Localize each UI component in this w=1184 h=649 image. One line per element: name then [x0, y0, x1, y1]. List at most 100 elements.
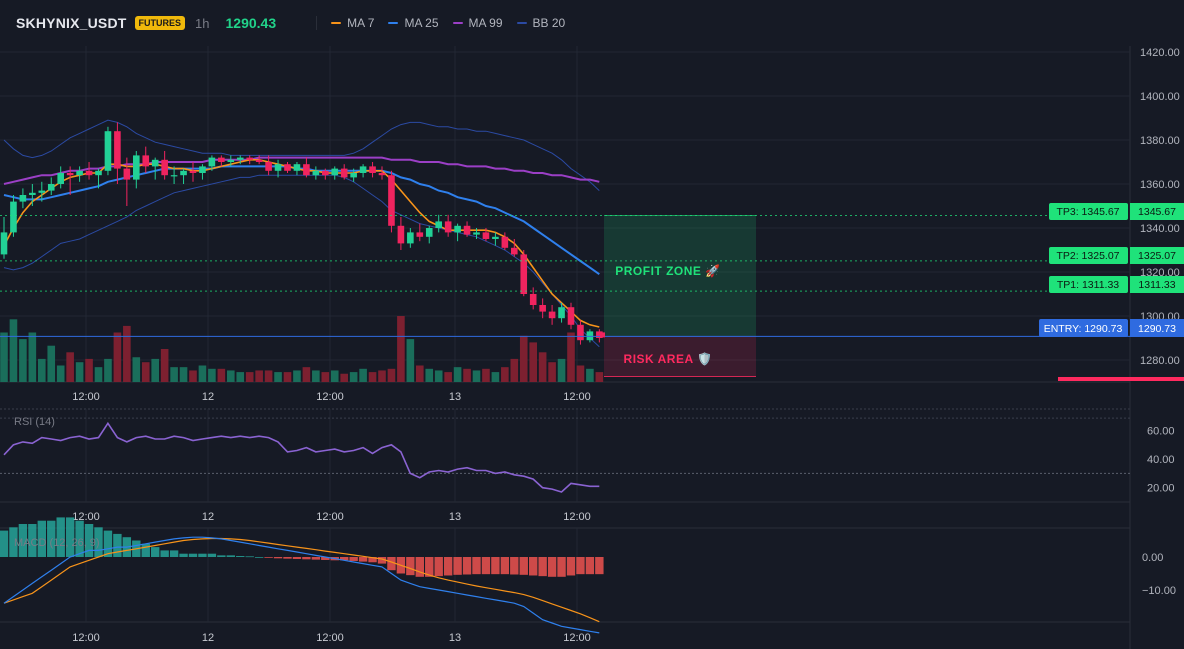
macd-histogram-bar: [595, 557, 604, 575]
macd-histogram-bar: [94, 527, 103, 557]
volume-bar: [595, 372, 604, 382]
tp2-tag[interactable]: TP2: 1325.07: [1049, 247, 1128, 264]
macd-title[interactable]: MACD (12, 26, 9): [14, 537, 100, 549]
time-tick-label: 13: [449, 632, 461, 644]
candle-body: [227, 159, 235, 162]
candle-body: [180, 170, 187, 176]
volume-bar: [444, 372, 452, 382]
legend-label-ma99: MA 99: [468, 16, 503, 30]
macd-histogram-bar: [510, 557, 519, 575]
macd-signal-line: [3, 537, 600, 623]
legend-bb20[interactable]: BB 20: [516, 16, 566, 30]
volume-bar: [406, 339, 415, 382]
legend-label-bb20: BB 20: [532, 16, 566, 30]
candle-body: [378, 173, 386, 176]
macd-histogram-bar: [37, 520, 46, 557]
macd-histogram-bar: [443, 557, 453, 576]
candle-body: [586, 331, 594, 341]
macd-histogram-bar: [519, 557, 528, 575]
legend-ma7[interactable]: MA 7: [331, 16, 374, 30]
last-price: 1290.43: [225, 15, 277, 31]
volume-bar: [0, 332, 8, 382]
time-tick-label: 12:00: [563, 511, 591, 523]
time-tick-label: 12:00: [316, 391, 344, 403]
volume-bar: [189, 370, 197, 382]
bb-upper-line: [3, 119, 600, 191]
macd-histogram-bar: [472, 557, 481, 575]
entry-axis-value: 1290.73: [1138, 323, 1176, 335]
timeframe-label[interactable]: 1h: [195, 15, 210, 31]
candle-body: [133, 155, 140, 180]
volume-bar: [330, 370, 339, 382]
profit-zone: [604, 215, 756, 337]
candle-body: [246, 157, 253, 160]
chart-header: SKHYNIX_USDT FUTURES 1h 1290.43 MA 7 MA …: [0, 0, 1184, 46]
candle-body: [293, 164, 301, 171]
candle-body: [416, 232, 424, 237]
legend-swatch-bb20: [516, 22, 527, 24]
legend-ma25[interactable]: MA 25: [388, 16, 439, 30]
candle-body: [529, 294, 537, 305]
time-tick-label: 13: [449, 511, 461, 523]
symbol-name[interactable]: SKHYNIX_USDT: [16, 15, 127, 31]
time-tick-label: 13: [449, 391, 461, 403]
tp2-tag-label: TP2: 1325.07: [1056, 250, 1119, 262]
tp1-tag-label: TP1: 1311.33: [1057, 279, 1119, 291]
time-tick-label: 12: [202, 632, 214, 644]
legend-ma99[interactable]: MA 99: [452, 16, 503, 30]
rsi-title[interactable]: RSI (14): [14, 416, 55, 428]
candle-body: [161, 159, 168, 176]
volume-bar: [302, 367, 311, 382]
candle-body: [350, 173, 357, 178]
candle-body: [596, 331, 603, 338]
macd-histogram-bar: [585, 557, 595, 575]
entry-tag[interactable]: ENTRY: 1290.73: [1039, 319, 1128, 337]
entry-tag-label: ENTRY: 1290.73: [1044, 323, 1123, 335]
entry-tag-bg: [1039, 319, 1128, 337]
candle-body: [539, 305, 546, 312]
risk-area: [604, 336, 756, 377]
candle-body: [322, 170, 329, 176]
price-tick-label: 1420.00: [1140, 47, 1180, 59]
tp1-tag[interactable]: TP1: 1311.33: [1049, 276, 1128, 293]
candle-body: [369, 166, 376, 173]
bollinger-bands: [3, 119, 600, 348]
candle-body: [577, 324, 584, 341]
rsi-line: [3, 421, 600, 493]
candle-body: [454, 225, 461, 233]
volume-bar: [255, 370, 263, 382]
candle-body: [397, 225, 405, 244]
macd-histogram-bar: [75, 520, 84, 557]
volume-bar: [236, 372, 245, 382]
volume-bar: [66, 352, 74, 382]
candle-body: [85, 170, 93, 176]
current-price-dot: [600, 332, 605, 338]
entry-axis-tag-bg: [1130, 319, 1184, 337]
candle-body: [95, 170, 102, 176]
candle-body: [19, 195, 27, 202]
macd-histogram-bar: [302, 557, 311, 560]
volume-bar: [510, 358, 519, 382]
candle-body: [142, 155, 150, 167]
header-divider: [316, 16, 318, 30]
volume-bar: [359, 368, 367, 382]
ma7-line: [3, 159, 600, 328]
volume-bar: [340, 373, 348, 382]
macd-histogram-bar: [292, 557, 302, 559]
stop-loss-marker: [1058, 377, 1184, 381]
tp3-tag[interactable]: TP3: 1345.67: [1049, 203, 1128, 220]
volume-bar: [113, 332, 122, 382]
candle-body: [558, 307, 565, 319]
candle-body: [303, 164, 310, 176]
tp3-axis-tag-bg: [1130, 203, 1184, 220]
macd-histogram-bar: [28, 524, 37, 557]
volume-bar: [463, 368, 471, 382]
macd-histogram-bar: [141, 543, 150, 557]
candle-body: [29, 192, 36, 195]
candle-body: [274, 164, 282, 171]
price-tick-label: 1360.00: [1140, 179, 1180, 191]
macd-histogram-bar: [198, 553, 207, 557]
macd-histogram-bar: [529, 557, 538, 576]
candle-body: [170, 175, 178, 177]
